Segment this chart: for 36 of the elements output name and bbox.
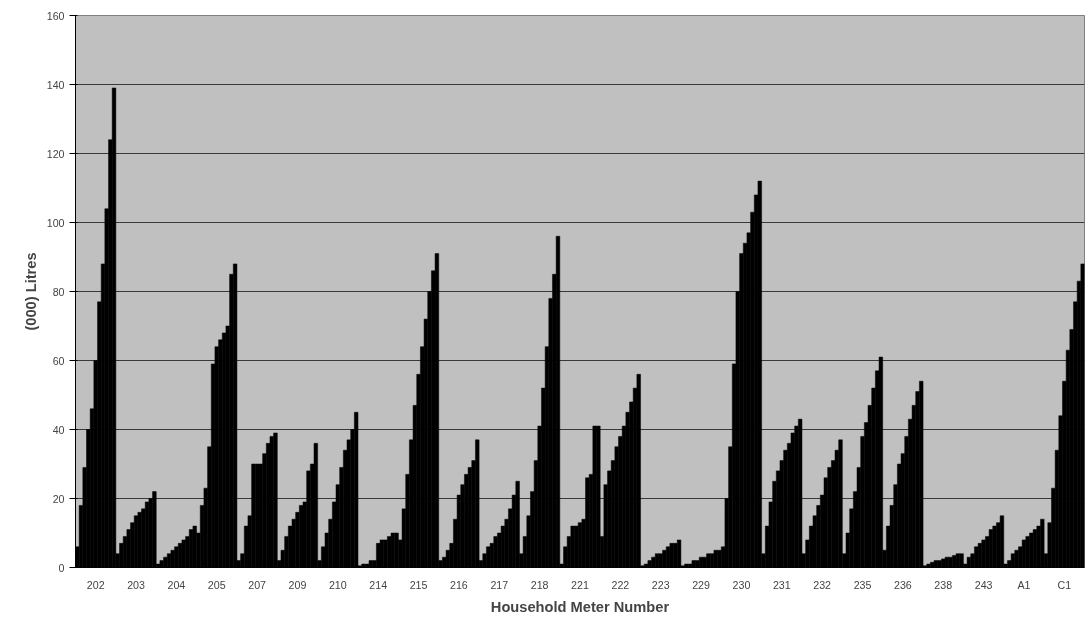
x-tick-label: 210 <box>328 578 347 591</box>
x-tick-label: 221 <box>571 578 589 591</box>
x-tick-label: 217 <box>490 578 509 591</box>
x-tick-label: 205 <box>207 578 226 591</box>
y-tick-label: 120 <box>46 147 65 160</box>
y-tick-label: 80 <box>52 285 65 298</box>
y-axis-title: (000) Litres <box>22 252 39 331</box>
x-tick-label: 209 <box>288 578 307 591</box>
y-tick-label: 60 <box>52 354 65 367</box>
x-axis-title: Household Meter Number <box>490 598 670 615</box>
y-tick-label: 160 <box>46 9 65 22</box>
x-tick-label: 216 <box>450 578 468 591</box>
x-tick-label: 229 <box>692 578 711 591</box>
y-tick-label: 100 <box>46 216 65 229</box>
x-tick-label: 243 <box>974 578 993 591</box>
x-tick-label: 218 <box>530 578 549 591</box>
x-tick-label: 230 <box>732 578 751 591</box>
x-tick-label: 214 <box>369 578 388 591</box>
y-tick-label: 0 <box>58 561 65 574</box>
x-tick-label: 215 <box>409 578 428 591</box>
y-tick-label: 140 <box>46 78 65 91</box>
y-tick-label: 20 <box>52 492 65 505</box>
x-tick-label: 238 <box>934 578 953 591</box>
x-tick-label: 236 <box>893 578 912 591</box>
x-tick-label: 223 <box>651 578 670 591</box>
x-tick-label: 207 <box>248 578 267 591</box>
x-tick-label: C1 <box>1057 578 1072 591</box>
x-tick-label: 203 <box>127 578 145 591</box>
x-tick-label: A1 <box>1017 578 1031 591</box>
x-tick-label: 204 <box>167 578 186 591</box>
x-tick-label: 231 <box>772 578 791 591</box>
x-tick-label: 235 <box>853 578 872 591</box>
x-tick-label: 232 <box>813 578 832 591</box>
y-tick-label: 40 <box>52 423 65 436</box>
x-tick-label: 202 <box>86 578 105 591</box>
x-tick-label: 222 <box>611 578 630 591</box>
